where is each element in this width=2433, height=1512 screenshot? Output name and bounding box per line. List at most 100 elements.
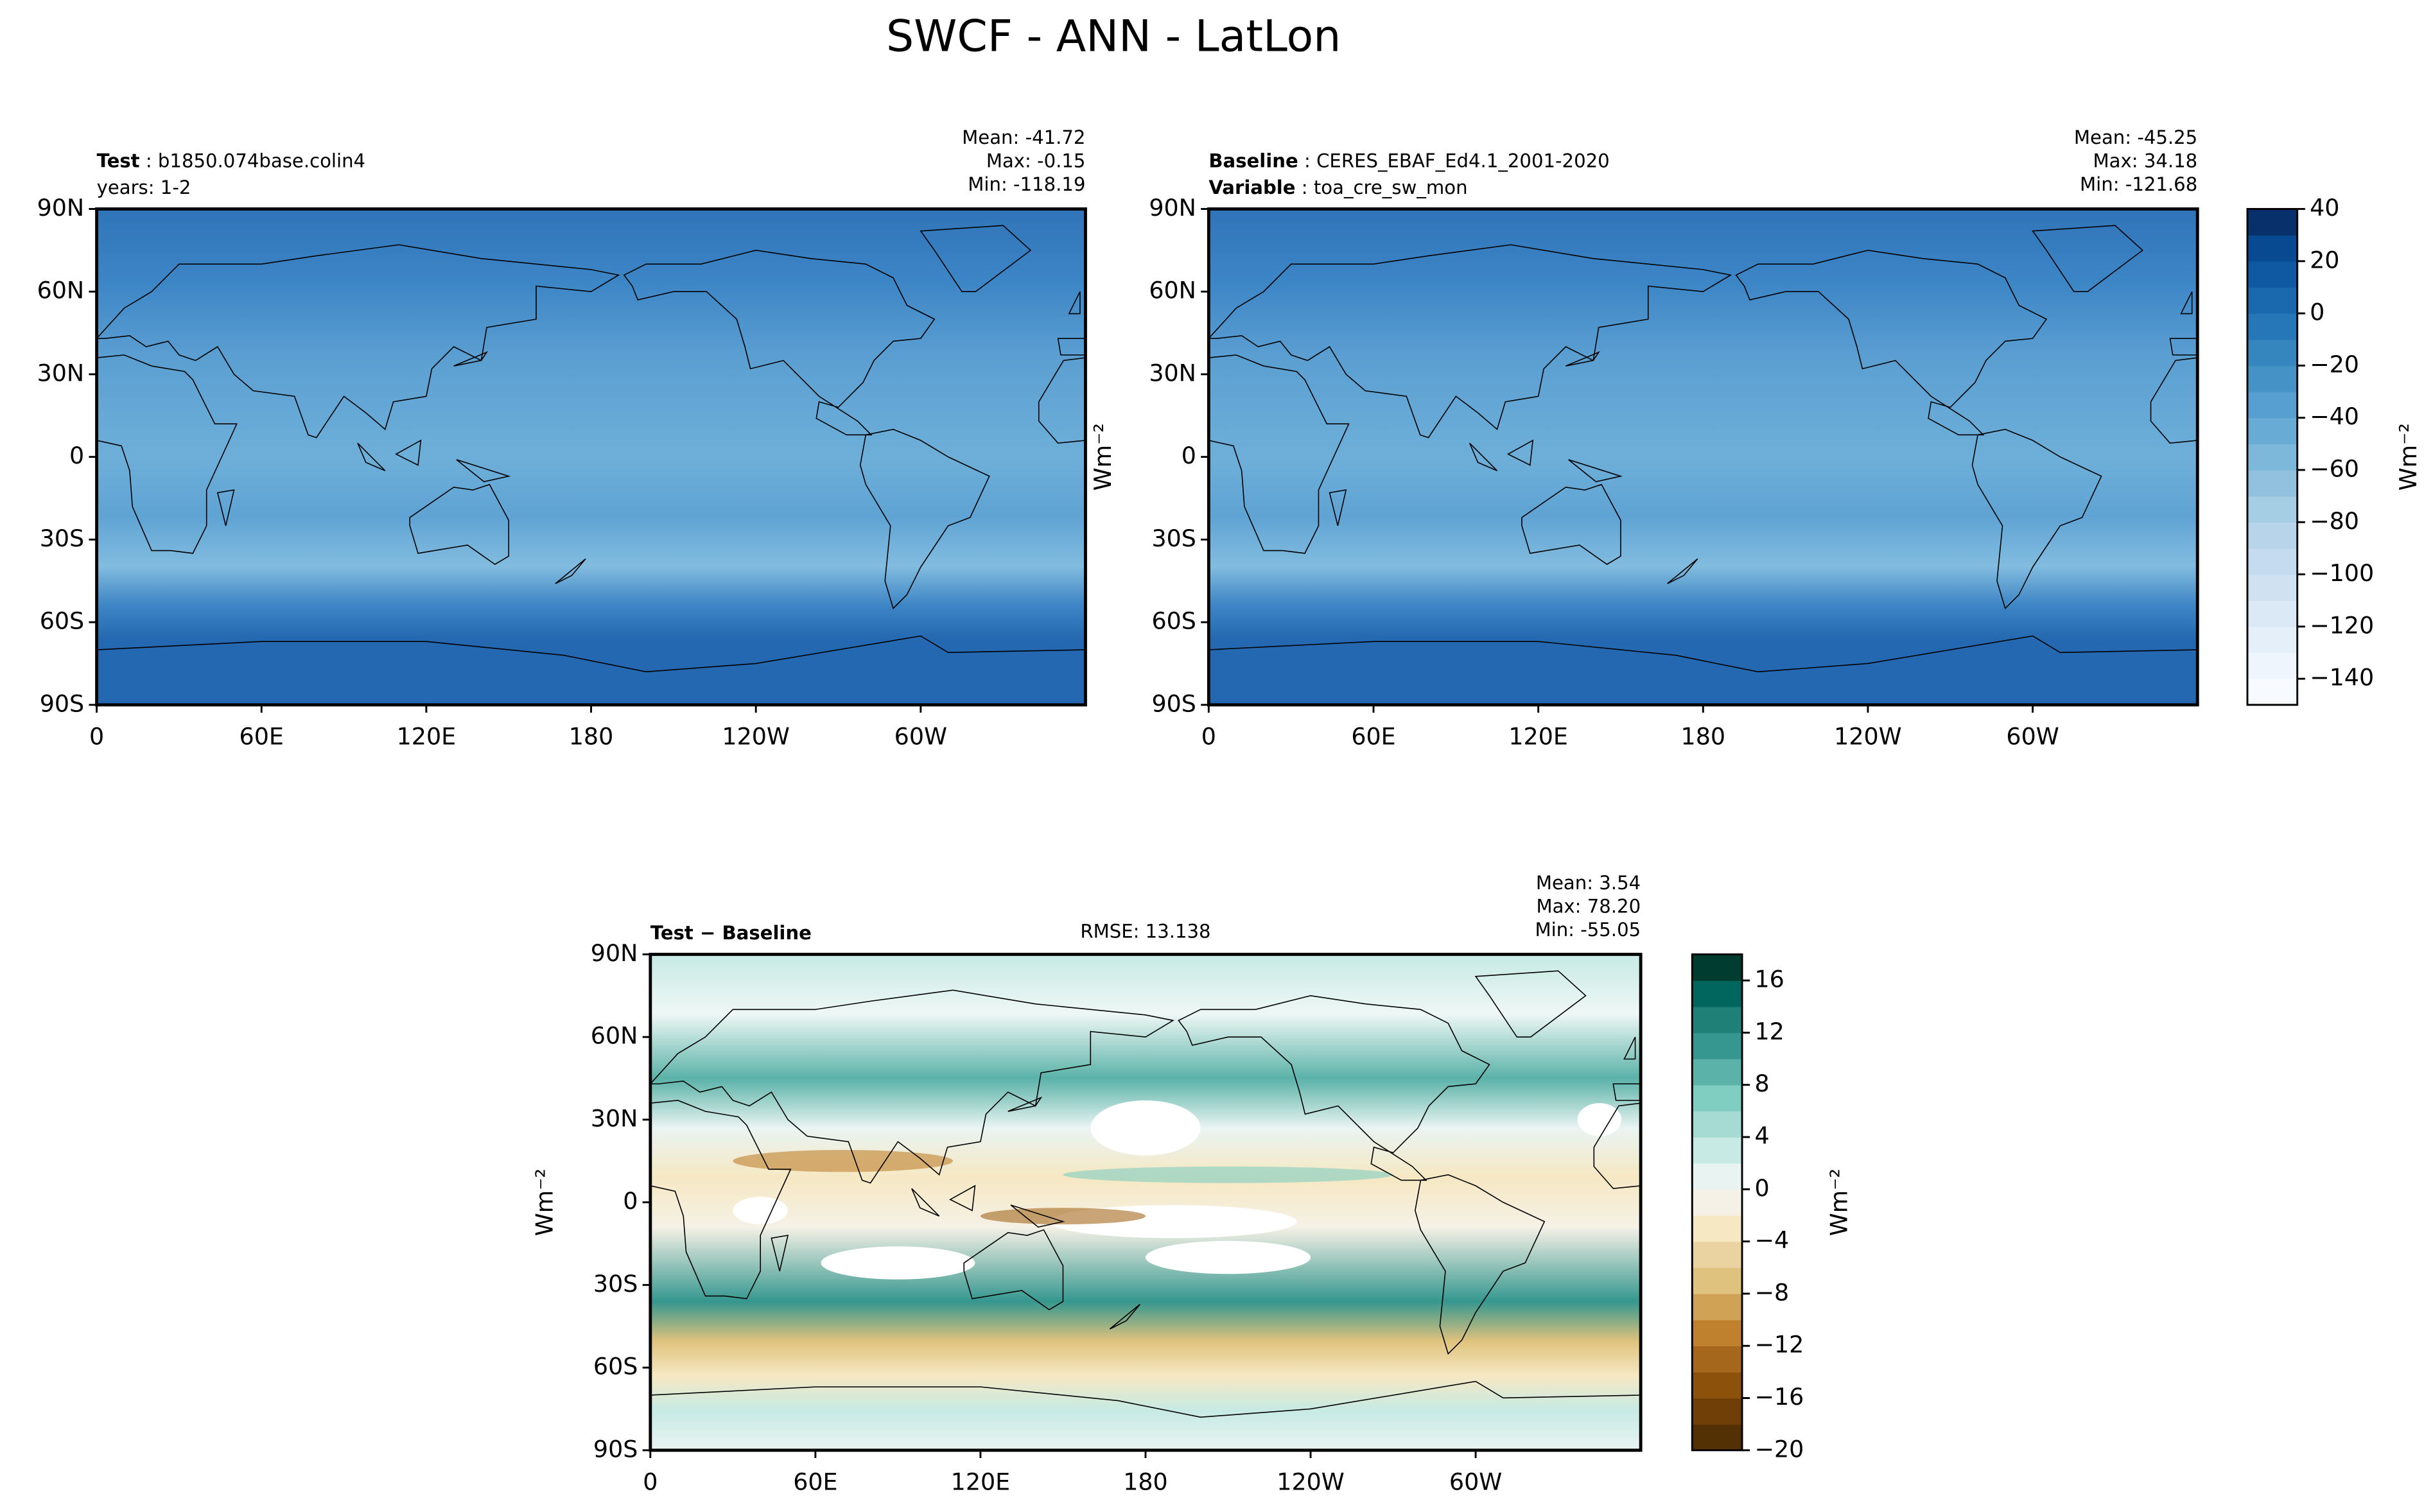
colorbar-tick-label: 12 bbox=[1754, 1018, 1784, 1045]
header-part: years: 1-2 bbox=[97, 177, 191, 198]
panel-header: Baseline : CERES_EBAF_Ed4.1_2001-2020 bbox=[1208, 150, 1609, 172]
colorbar-tick-label: −4 bbox=[1754, 1226, 1789, 1254]
x-tick-label: 120E bbox=[397, 722, 457, 750]
y-tick-label: 60N bbox=[591, 1022, 638, 1050]
y-tick-label: 60S bbox=[40, 607, 84, 635]
x-tick-label: 120W bbox=[722, 722, 790, 750]
colorbar-bin bbox=[2247, 392, 2298, 419]
panel-header: years: 1-2 bbox=[97, 177, 191, 198]
colorbar-tick-label: −16 bbox=[1754, 1383, 1804, 1411]
colorbar-bin bbox=[2247, 235, 2298, 262]
colorbar-bin bbox=[2247, 313, 2298, 340]
colorbar-bin bbox=[2247, 679, 2298, 706]
panel-stat: Mean: -45.25 bbox=[2074, 126, 2197, 148]
colorbar-bin bbox=[1692, 1424, 1743, 1451]
header-part: Test bbox=[97, 150, 140, 172]
colorbar-bin bbox=[2247, 469, 2298, 497]
colorbar-bin bbox=[2247, 626, 2298, 654]
colorbar-bin bbox=[2247, 600, 2298, 627]
header-part: : b1850.074base.colin4 bbox=[140, 150, 365, 172]
colorbar-bin bbox=[1692, 1059, 1743, 1086]
x-tick-label: 0 bbox=[89, 722, 104, 750]
field-blob bbox=[1577, 1103, 1622, 1136]
header-part: Test − Baseline bbox=[650, 922, 812, 944]
colorbar-bin bbox=[1692, 1215, 1743, 1242]
colorbar-tick-label: 0 bbox=[2310, 299, 2324, 326]
x-tick-label: 0 bbox=[643, 1468, 658, 1495]
y-tick-label: 30S bbox=[1151, 525, 1196, 552]
y-tick-label: 60S bbox=[1151, 607, 1196, 635]
colorbar-tick-label: 8 bbox=[1754, 1070, 1769, 1097]
y-tick-label: 0 bbox=[623, 1187, 638, 1215]
colorbar-bin bbox=[1692, 1346, 1743, 1373]
colorbar-frame bbox=[1691, 953, 1743, 1452]
panel-stat: Min: -121.68 bbox=[2080, 173, 2197, 195]
y-tick-label: 30S bbox=[593, 1270, 638, 1298]
colorbar-bin bbox=[2247, 496, 2298, 523]
colorbar-label: Wm⁻² bbox=[2394, 423, 2422, 491]
header-part: Baseline bbox=[1208, 150, 1298, 172]
field-band bbox=[1063, 1166, 1393, 1183]
x-tick-label: 60E bbox=[1351, 722, 1395, 750]
colorbar-bin bbox=[2247, 209, 2298, 236]
colorbar-tick-label: −20 bbox=[2310, 351, 2359, 378]
figure-title: SWCF - ANN - LatLon bbox=[886, 11, 1341, 62]
field-blob bbox=[1090, 1100, 1201, 1156]
panel-stat: Min: -55.05 bbox=[1535, 919, 1641, 941]
field-fill bbox=[96, 209, 1086, 705]
colorbar-tick-label: 40 bbox=[2310, 194, 2339, 222]
colorbar-bin bbox=[2247, 417, 2298, 445]
x-tick-label: 120W bbox=[1834, 722, 1902, 750]
map-content bbox=[96, 209, 1086, 705]
colorbar-bin bbox=[1692, 1006, 1743, 1034]
panel-stat: Max: 78.20 bbox=[1536, 896, 1641, 917]
field-blob bbox=[733, 1197, 789, 1224]
panel-stat: Max: -0.15 bbox=[986, 150, 1086, 172]
colorbar-tick-label: −80 bbox=[2310, 507, 2359, 535]
colorbar-bin bbox=[1692, 1293, 1743, 1321]
header-part: : toa_cre_sw_mon bbox=[1296, 177, 1468, 198]
colorbar-bin bbox=[1692, 1398, 1743, 1425]
y-tick-label: 30S bbox=[40, 525, 84, 552]
colorbar-bin bbox=[1692, 954, 1743, 981]
y-tick-label: 90N bbox=[37, 194, 85, 222]
x-tick-label: 60E bbox=[793, 1468, 837, 1495]
x-tick-label: 60W bbox=[894, 722, 947, 750]
colorbar-bin bbox=[1692, 1267, 1743, 1294]
y-tick-label: 0 bbox=[1182, 442, 1196, 469]
y-tick-label: 30N bbox=[591, 1104, 638, 1132]
map-field bbox=[1208, 209, 2198, 705]
field-fill bbox=[650, 954, 1641, 1450]
map-content bbox=[1208, 209, 2198, 705]
colorbar-bin bbox=[2247, 339, 2298, 367]
y-axis-label: Wm⁻² bbox=[531, 1169, 559, 1236]
colorbar-tick-label: −100 bbox=[2310, 559, 2374, 587]
colorbar-bin bbox=[2247, 522, 2298, 549]
colorbar-bin bbox=[2247, 444, 2298, 471]
colorbar-tick-label: −40 bbox=[2310, 403, 2359, 430]
colorbar-bin bbox=[2247, 287, 2298, 314]
panel-header: Test − Baseline bbox=[650, 922, 812, 944]
y-tick-label: 60N bbox=[1149, 277, 1196, 304]
colorbar-tick-label: −20 bbox=[1754, 1435, 1804, 1463]
y-tick-label: 90N bbox=[591, 939, 638, 967]
x-tick-label: 120E bbox=[1508, 722, 1568, 750]
colorbar-bin bbox=[1692, 1084, 1743, 1112]
colorbar-bin bbox=[1692, 1319, 1743, 1346]
colorbar-bin bbox=[1692, 1163, 1743, 1190]
panel-header: Test : b1850.074base.colin4 bbox=[97, 150, 366, 172]
panel-stat: Mean: -41.72 bbox=[962, 126, 1085, 148]
panel-stat: Mean: 3.54 bbox=[1536, 872, 1641, 894]
x-tick-label: 180 bbox=[569, 722, 614, 750]
x-tick-label: 120E bbox=[951, 1468, 1011, 1495]
header-part: : CERES_EBAF_Ed4.1_2001-2020 bbox=[1298, 150, 1610, 172]
x-tick-label: 120W bbox=[1277, 1468, 1345, 1495]
colorbar-tick-label: −60 bbox=[2310, 455, 2359, 482]
header-part: Variable bbox=[1208, 177, 1295, 198]
field-blob bbox=[821, 1246, 975, 1280]
field-band bbox=[980, 1208, 1146, 1224]
x-tick-label: 0 bbox=[1201, 722, 1216, 750]
y-tick-label: 90N bbox=[1149, 194, 1196, 222]
colorbar-bin bbox=[2247, 548, 2298, 575]
